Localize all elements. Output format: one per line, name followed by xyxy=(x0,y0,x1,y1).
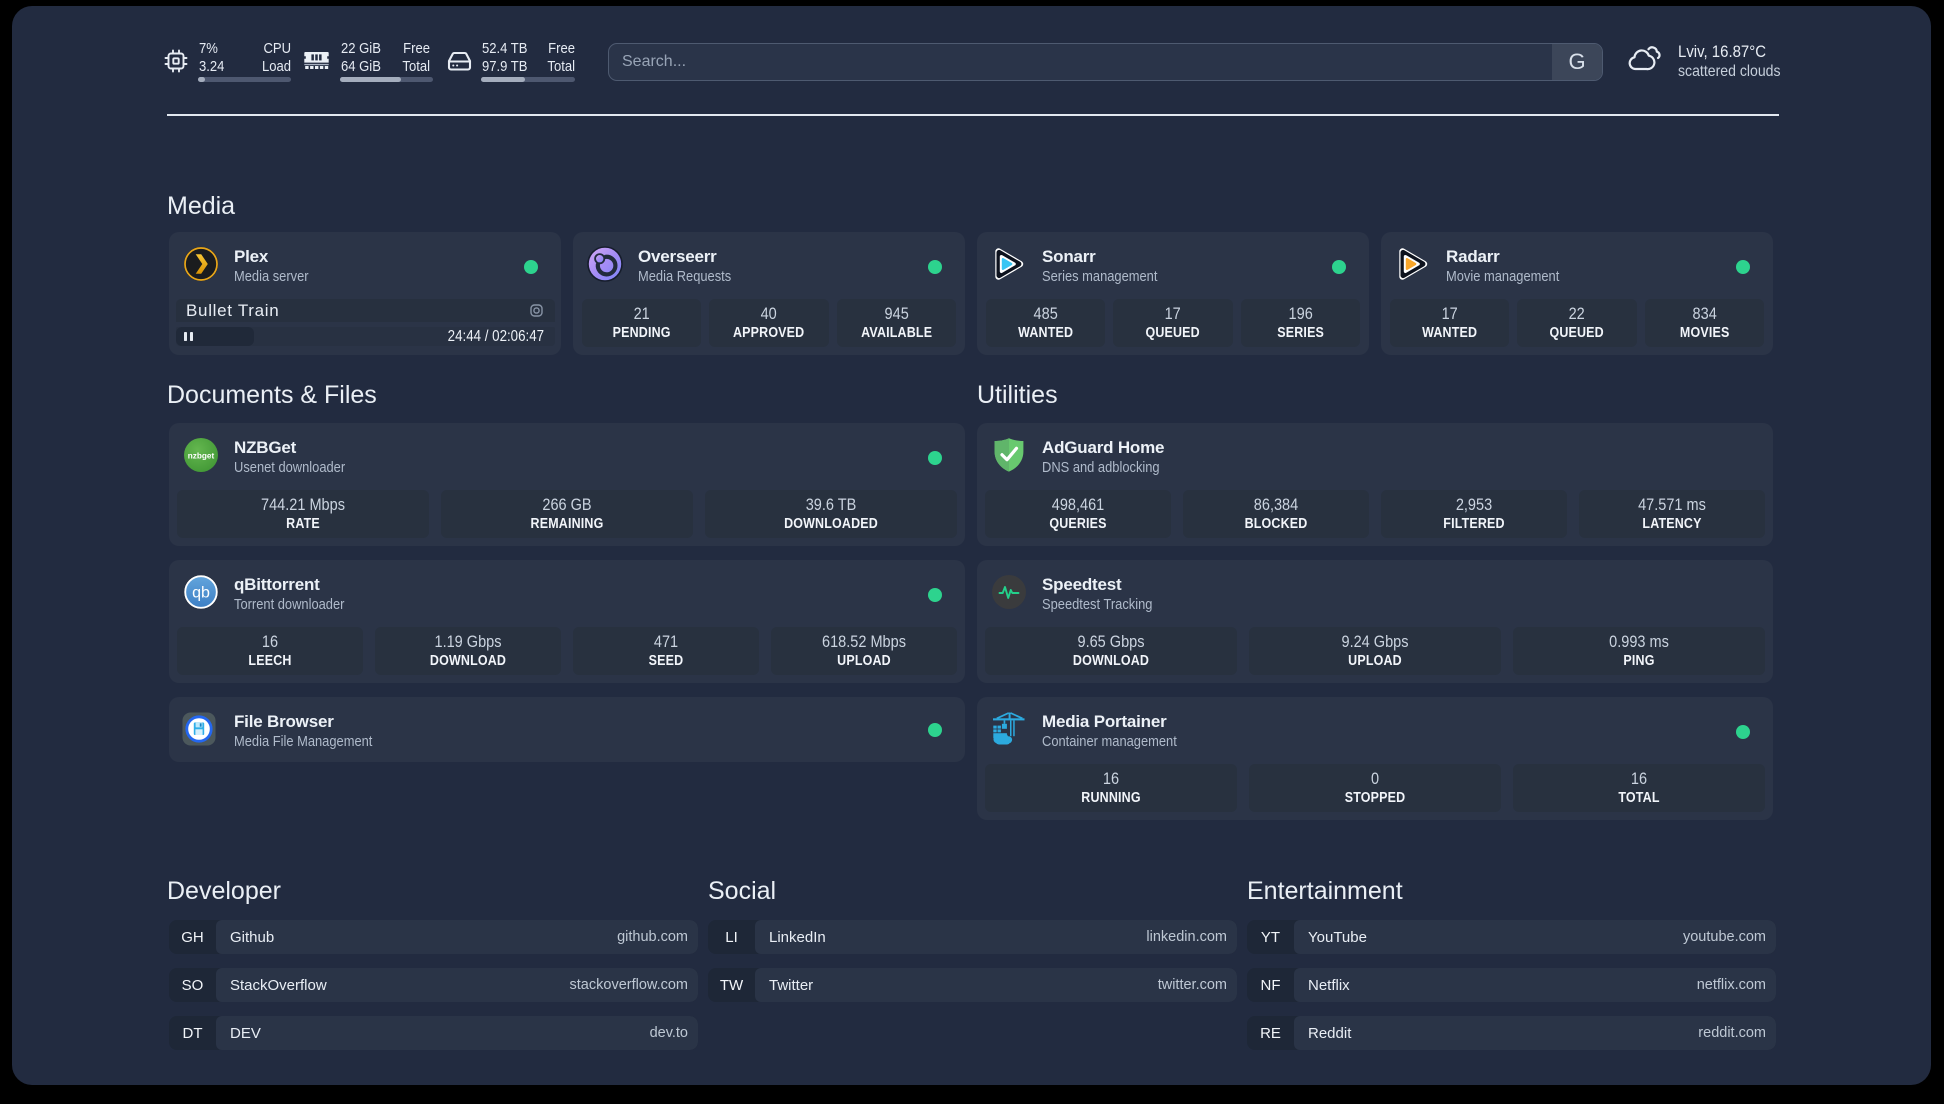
svg-text:nzbget: nzbget xyxy=(188,452,215,461)
svg-text:qb: qb xyxy=(192,585,210,602)
